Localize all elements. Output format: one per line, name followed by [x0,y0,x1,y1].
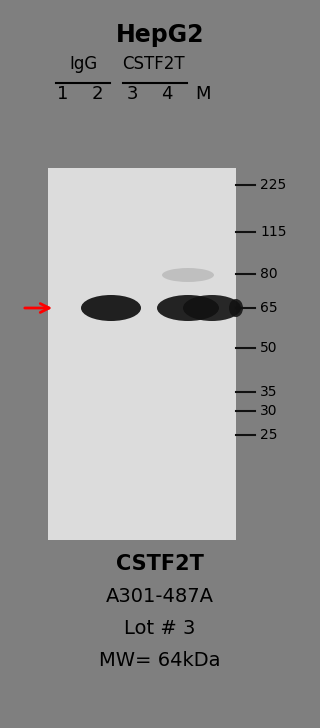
Text: 80: 80 [260,267,278,281]
Text: Lot # 3: Lot # 3 [124,619,196,638]
Text: A301-487A: A301-487A [106,587,214,606]
Text: CSTF2T: CSTF2T [122,55,185,73]
Text: 115: 115 [260,225,286,239]
Text: 25: 25 [260,428,277,442]
Text: MW= 64kDa: MW= 64kDa [99,651,221,670]
Text: HepG2: HepG2 [116,23,204,47]
Text: 4: 4 [161,85,172,103]
Ellipse shape [162,268,214,282]
Text: IgG: IgG [69,55,97,73]
Ellipse shape [229,299,243,317]
Text: 50: 50 [260,341,277,355]
Ellipse shape [81,295,141,321]
Text: 225: 225 [260,178,286,192]
Text: 30: 30 [260,404,277,418]
Text: M: M [196,85,211,103]
Text: 3: 3 [127,85,139,103]
Ellipse shape [157,295,219,321]
Text: 2: 2 [92,85,103,103]
Text: CSTF2T: CSTF2T [116,554,204,574]
Bar [48,168,236,540]
Text: 65: 65 [260,301,278,315]
Ellipse shape [183,295,241,321]
Text: 35: 35 [260,385,277,399]
Text: 1: 1 [57,85,68,103]
